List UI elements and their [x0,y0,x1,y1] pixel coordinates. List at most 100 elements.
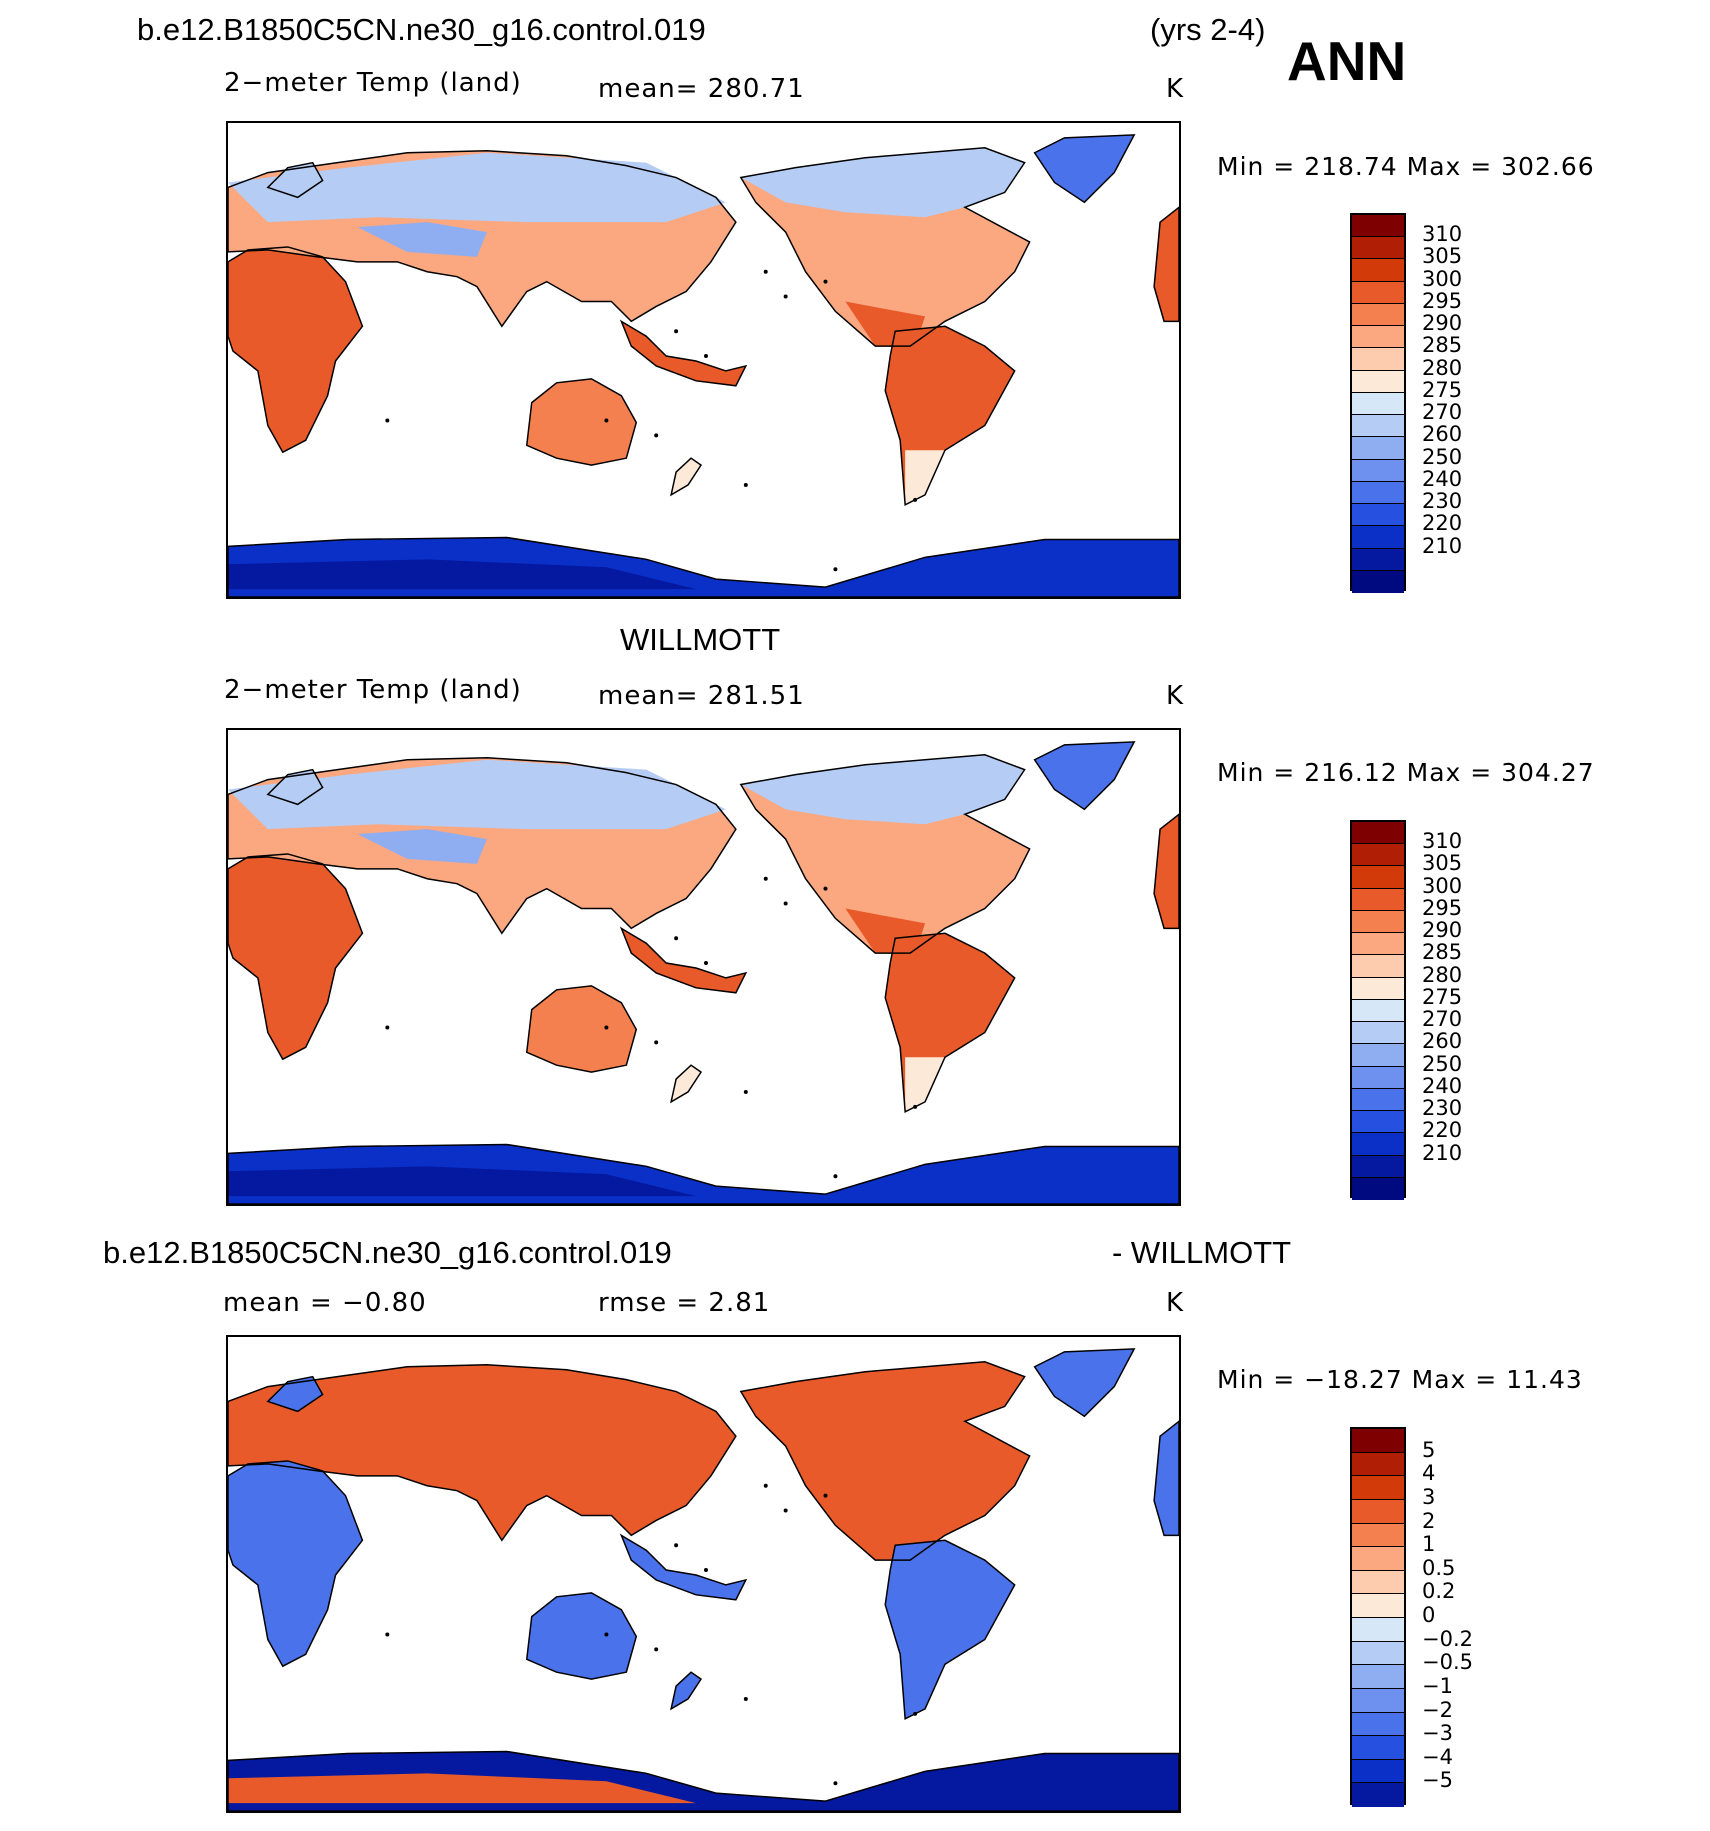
colorbar-label: 310 [1422,222,1463,247]
colorbar-swatch [1352,570,1404,593]
colorbar-label: −3 [1422,1721,1453,1746]
island-marker [604,418,609,423]
colorbar-label: 1 [1422,1532,1436,1557]
colorbar-swatch [1352,1066,1404,1089]
land-region [670,1671,703,1711]
colorbar-swatch [1352,866,1404,889]
colorbar-swatch [1352,1547,1404,1571]
colorbar-swatch [1352,1111,1404,1134]
land-region [228,246,364,454]
island-marker [743,1696,748,1701]
land-region [267,162,323,198]
land-region [228,1750,1179,1811]
land-region [671,458,702,495]
colorbar-label: 275 [1422,377,1463,402]
colorbar-label: 210 [1422,533,1463,558]
colorbar-swatch [1352,955,1404,978]
land-region [525,1592,638,1680]
land-region [670,1064,703,1104]
land-region [228,1773,697,1804]
colorbar-label: −0.2 [1422,1626,1473,1651]
island-marker [823,1493,828,1498]
colorbar-label: 0.5 [1422,1555,1456,1580]
island-marker [823,279,828,284]
land-region [228,757,737,935]
colorbar-label: 260 [1422,422,1463,447]
island-marker [833,1781,838,1786]
colorbar-label: 4 [1422,1461,1436,1486]
panel3-title-right: - WILLMOTT [1112,1235,1292,1270]
land-region [1154,814,1179,929]
colorbar-label: 285 [1422,333,1463,358]
colorbar-label: 3 [1422,1484,1436,1509]
land-region [526,378,637,466]
colorbar-label: 0 [1422,1603,1436,1627]
land-region [671,1672,702,1709]
land-region [619,926,748,994]
colorbar-swatch [1352,548,1404,571]
island-marker [654,433,659,438]
land-region [228,853,363,1060]
land-region [739,754,1031,954]
colorbar-swatch [1352,526,1404,549]
colorbar-swatch [1352,1044,1404,1067]
colorbar-swatch [1352,504,1404,527]
colorbar-label: 270 [1422,1007,1463,1032]
colorbar-swatch [1352,281,1404,304]
land-region [670,457,703,497]
panel3-minmax: Min = −18.27 Max = 11.43 [1217,1365,1583,1394]
panel3-units: K [1166,1288,1185,1318]
land-region [228,150,737,328]
colorbar-label: 250 [1422,444,1463,469]
island-marker [703,1568,708,1573]
island-marker [783,901,788,906]
colorbar-label: 300 [1422,873,1463,898]
colorbar-swatch [1352,1618,1404,1642]
colorbar-swatch [1352,459,1404,482]
land-region [740,1361,1030,1561]
land-region [1153,813,1179,930]
panel2-units: K [1166,681,1185,711]
colorbar-swatch [1352,348,1404,371]
colorbar-label: 240 [1422,466,1463,491]
colorbar-label: 0.2 [1422,1579,1456,1604]
island-marker [674,329,679,334]
colorbar-swatch [1352,415,1404,438]
island-marker [674,936,679,941]
land-region [740,754,1025,825]
land-region [621,928,746,993]
colorbar-swatch [1352,933,1404,956]
island-marker [763,269,768,274]
island-marker [743,482,748,487]
land-region [1033,134,1136,204]
land-region [884,1539,1016,1720]
colorbar-label: −1 [1422,1673,1453,1698]
colorbar-swatch [1352,1429,1404,1453]
island-marker [604,1025,609,1030]
land-region [228,152,726,223]
colorbar-label: −0.5 [1422,1650,1473,1675]
island-marker [604,1632,609,1637]
land-region [228,1460,364,1668]
panel1-mean: mean= 280.71 [598,74,805,104]
land-region [526,1592,637,1680]
panel2-minmax: Min = 216.12 Max = 304.27 [1217,758,1595,787]
panel1-minmax: Min = 218.74 Max = 302.66 [1217,152,1595,181]
colorbar-label: 240 [1422,1073,1463,1098]
colorbar-label: 295 [1422,288,1463,313]
colorbar-swatch [1352,1783,1404,1807]
colorbar-swatch [1352,1133,1404,1156]
land-region [739,147,1031,347]
land-region [357,222,487,257]
colorbar-swatch [1352,437,1404,460]
colorbar-swatch [1352,1641,1404,1666]
colorbar-swatch [1352,910,1404,934]
colorbar-swatch [1352,259,1404,282]
panel1-colorbar [1350,213,1406,593]
case-title: b.e12.B1850C5CN.ne30_g16.control.019 [137,12,706,47]
panel2-map-graphic [228,741,1179,1204]
land-region [357,829,487,864]
panel1-units: K [1166,74,1185,104]
land-region [228,536,1179,597]
land-region [619,319,748,387]
